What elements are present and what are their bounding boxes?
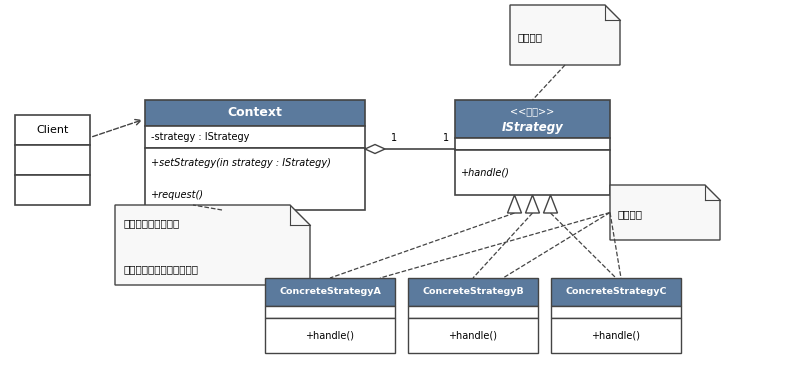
Polygon shape [365,144,385,154]
Bar [408,318,538,353]
Bar [145,148,365,210]
Text: -strategy : IStrategy: -strategy : IStrategy [151,132,250,142]
Text: <<接口>>: <<接口>> [510,106,554,116]
Bar [15,175,90,205]
Text: +handle(): +handle() [461,167,510,177]
Text: +setStrategy(in strategy : IStrategy): +setStrategy(in strategy : IStrategy) [151,158,331,168]
Bar [455,138,610,150]
Text: +handle(): +handle() [306,331,354,341]
Text: 1: 1 [391,133,397,143]
Polygon shape [526,195,539,213]
Polygon shape [115,205,310,285]
Bar [265,306,395,318]
Bar [15,145,90,175]
Text: 策略接口: 策略接口 [518,32,543,42]
Text: 具体策略: 具体策略 [618,209,643,219]
Bar [551,318,681,353]
Text: 根据实际情况可以更改策略: 根据实际情况可以更改策略 [123,264,198,274]
Text: ConcreteStrategyA: ConcreteStrategyA [279,288,381,296]
Text: +request(): +request() [151,190,204,200]
Bar [145,126,365,148]
Polygon shape [610,185,720,240]
Bar [551,306,681,318]
Bar [408,278,538,306]
Bar [265,278,395,306]
Polygon shape [510,5,620,65]
Text: 上下文保存当前策略: 上下文保存当前策略 [123,218,179,228]
Text: +handle(): +handle() [591,331,641,341]
Bar [551,278,681,306]
Text: ConcreteStrategyB: ConcreteStrategyB [422,288,524,296]
Bar [265,318,395,353]
Bar [455,150,610,195]
Text: ConcreteStrategyC: ConcreteStrategyC [566,288,666,296]
Text: 1: 1 [443,133,449,143]
Text: Context: Context [227,106,282,119]
Bar [455,100,610,138]
Polygon shape [507,195,522,213]
Text: +handle(): +handle() [449,331,498,341]
Polygon shape [543,195,558,213]
Bar [145,100,365,126]
Text: Client: Client [36,125,69,135]
Text: IStrategy: IStrategy [502,121,563,134]
Bar [408,306,538,318]
Bar [15,115,90,145]
